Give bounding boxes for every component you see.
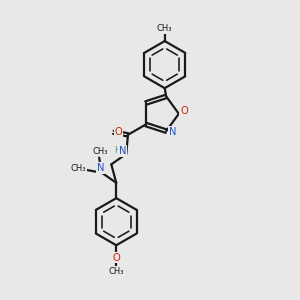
Text: CH₃: CH₃ [109, 267, 124, 276]
Text: CH₃: CH₃ [71, 164, 86, 173]
Text: O: O [115, 127, 122, 137]
Text: CH₃: CH₃ [93, 147, 108, 156]
Text: N: N [169, 127, 176, 137]
Text: CH₃: CH₃ [157, 24, 172, 33]
Text: O: O [112, 253, 120, 262]
Text: N: N [97, 163, 104, 173]
Text: N: N [119, 146, 127, 156]
Text: H: H [114, 146, 121, 155]
Text: O: O [180, 106, 188, 116]
